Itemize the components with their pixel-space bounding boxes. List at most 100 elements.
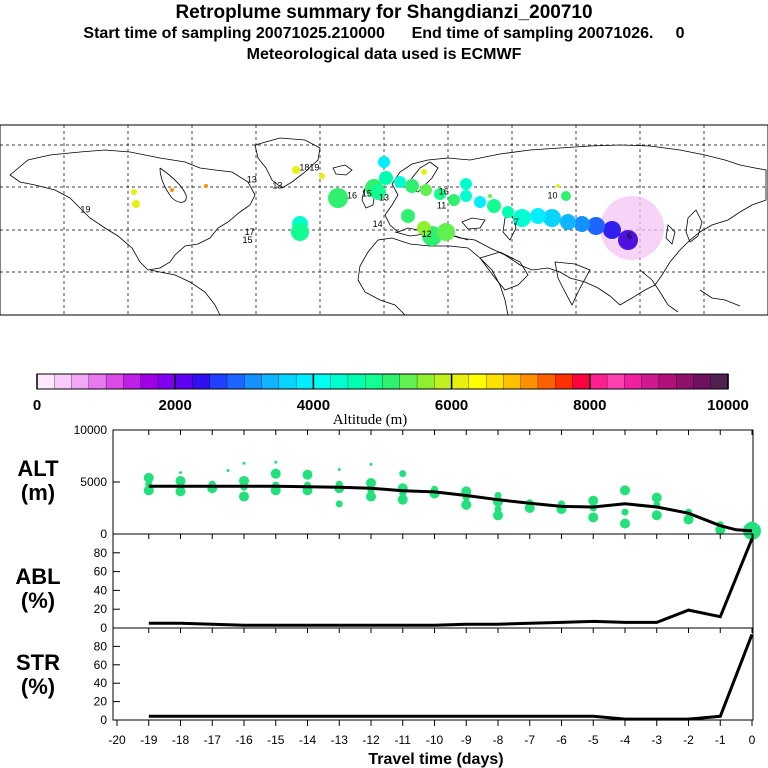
alt-point <box>179 471 182 475</box>
eurasia-coast <box>384 144 767 306</box>
alt-point <box>524 503 535 513</box>
plume-circle <box>502 206 514 218</box>
time-series-panels: ALT (m) 10000 5000 0 ABL (%) 80 60 40 20 0 STR… <box>15 423 761 768</box>
plume-circle <box>379 171 393 185</box>
x-tick-label: -7 <box>524 733 535 747</box>
x-tick-label: -4 <box>620 733 631 747</box>
arabia-coast <box>479 251 529 291</box>
plume-circle <box>401 209 415 223</box>
plume-day-label: 11 <box>437 201 446 211</box>
alt-point <box>683 514 694 525</box>
colorbar-cell <box>485 373 505 390</box>
plume-circle <box>132 200 140 208</box>
x-tick-label: -3 <box>651 733 662 747</box>
x-tick-label: -2 <box>683 733 694 747</box>
alt-point <box>143 472 154 483</box>
x-tick-label: 0 <box>749 733 756 747</box>
x-tick-label: -5 <box>588 733 599 747</box>
plume-day-label: 17 <box>245 227 255 237</box>
india-coast <box>554 261 591 306</box>
plume-circle <box>460 190 472 202</box>
x-tick-label: -17 <box>204 733 222 747</box>
alt-point <box>270 468 281 479</box>
x-tick-label: -15 <box>267 733 285 747</box>
chart-title: Retroplume summary for Shangdianzi_20071… <box>175 2 593 23</box>
colorbar-cells <box>36 373 729 390</box>
x-tick-label: -12 <box>362 733 380 747</box>
alt-line <box>148 484 753 533</box>
central-america-coast <box>149 269 221 316</box>
colorbar-cell <box>105 373 125 390</box>
colorbar-cell <box>36 373 55 390</box>
colorbar-cell <box>244 373 263 390</box>
alt-point <box>620 485 630 496</box>
plume-circle <box>487 199 501 213</box>
colorbar-cell <box>54 373 73 390</box>
plume-day-label: 13 <box>379 193 389 203</box>
colorbar-cell <box>555 373 574 390</box>
alt-point <box>335 500 343 508</box>
colorbar-cell <box>399 373 418 390</box>
str-frame <box>112 627 754 721</box>
colorbar-cell <box>261 373 280 390</box>
colorbar-cell <box>365 373 384 390</box>
plume-day-label: 16 <box>439 187 449 197</box>
alt-point <box>175 475 186 486</box>
alt-point <box>369 462 373 466</box>
met-data-line: Meteorological data used is ECMWF <box>246 46 522 63</box>
iceland-coast <box>332 164 353 176</box>
plume-circle <box>292 166 300 174</box>
x-tick-label: -13 <box>331 733 349 747</box>
map-graticule <box>0 125 768 315</box>
plume-circle <box>420 184 432 196</box>
y-tick-label: 0 <box>100 527 107 541</box>
alt-point <box>399 470 407 478</box>
alt-point <box>143 485 154 496</box>
plume-circle <box>370 184 386 200</box>
alt-point <box>494 505 502 513</box>
plume-day-label: 10 <box>548 191 558 201</box>
alt-point <box>748 521 756 530</box>
y-tick-label: 0 <box>100 621 107 635</box>
plume-circle <box>618 230 638 250</box>
africa-coast-west <box>357 239 406 316</box>
plume-day-label: 14 <box>373 219 383 229</box>
abl-yticks: 80 60 40 20 0 <box>94 534 753 635</box>
y-tick-label: 40 <box>94 583 108 597</box>
plume-circle <box>574 216 590 232</box>
colorbar-cell <box>347 373 366 390</box>
plume-day-label: 6 <box>627 231 632 241</box>
colorbar-tick-label: 2000 <box>159 397 192 414</box>
colorbar-tick-label: 8000 <box>573 397 606 414</box>
colorbar-cell <box>123 373 142 390</box>
alt-point <box>337 468 341 472</box>
x-tick-label: -1 <box>715 733 726 747</box>
colorbar-cell <box>710 373 729 390</box>
plume-circle <box>474 196 486 208</box>
plume-circle <box>560 214 576 230</box>
x-tick-label: -14 <box>299 733 317 747</box>
africa-coast-east <box>377 237 509 316</box>
plume-circle <box>513 209 531 227</box>
abl-label: ABL <box>15 564 60 589</box>
alt-point <box>621 508 629 516</box>
x-tick-label: -19 <box>140 733 158 747</box>
x-tick-label: -10 <box>426 733 444 747</box>
north-america-coast <box>9 149 256 271</box>
abl-line <box>148 538 754 627</box>
y-tick-label: 80 <box>94 639 108 653</box>
alt-point <box>366 478 376 489</box>
plume-circle <box>561 191 571 201</box>
x-tick-label: -16 <box>235 733 253 747</box>
plume-day-label: 16 <box>347 191 357 201</box>
colorbar-cell <box>693 373 712 390</box>
colorbar-cell <box>606 373 626 390</box>
y-tick-label: 60 <box>94 565 108 579</box>
str-unit: (%) <box>21 674 55 699</box>
colorbar-cell <box>278 373 297 390</box>
plume-circle <box>587 217 605 235</box>
plume-circle <box>437 223 455 241</box>
colorbar-tick-label: 4000 <box>297 397 330 414</box>
